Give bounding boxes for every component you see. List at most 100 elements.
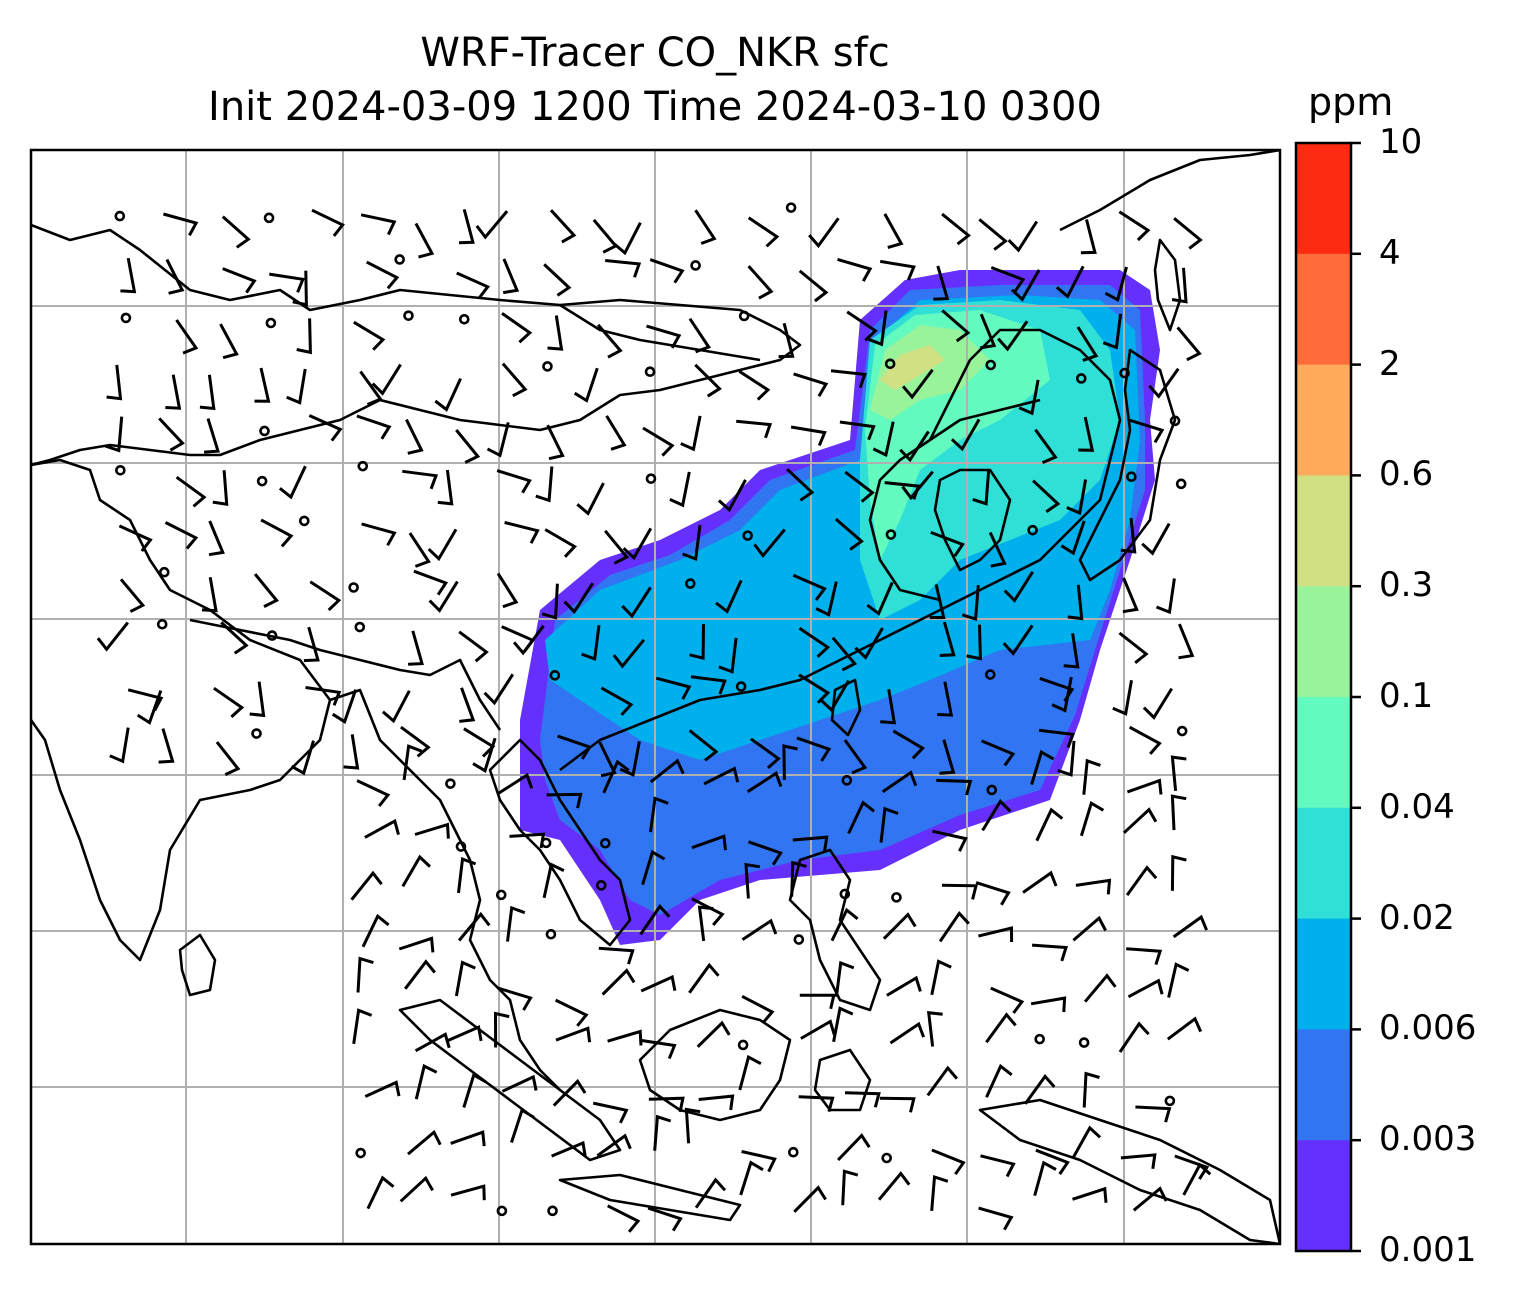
wind-barb: [649, 758, 685, 784]
wind-barb: [688, 729, 719, 762]
wind-barb: [886, 975, 922, 997]
calm-wind-marker: [114, 210, 126, 222]
plume-level-0.3: [880, 345, 945, 390]
wind-barb: [1031, 943, 1068, 962]
calm-wind-marker: [841, 775, 853, 786]
wind-barb: [356, 779, 391, 807]
colorbar-segment: [1296, 918, 1351, 1030]
wind-barb: [694, 363, 722, 398]
wind-barb: [414, 1032, 451, 1053]
wind-barb: [844, 470, 875, 503]
wind-barb: [1003, 570, 1034, 603]
wind-barb: [576, 482, 605, 516]
wind-barb: [979, 313, 997, 350]
wind-barb: [1007, 220, 1039, 253]
wind-barb: [501, 362, 528, 398]
map-title: WRF-Tracer CO_NKR sfc: [420, 30, 890, 76]
wind-barb: [640, 1038, 677, 1060]
wind-barb: [308, 414, 343, 442]
wind-barb: [496, 469, 532, 494]
wind-barb: [641, 849, 666, 886]
wind-barb: [975, 881, 1011, 906]
calm-wind-marker: [251, 728, 262, 739]
wind-barb: [682, 524, 702, 561]
wind-barb: [1141, 522, 1171, 556]
wind-barb: [715, 579, 743, 614]
calm-wind-marker: [1126, 471, 1137, 483]
wind-barb: [669, 471, 691, 508]
wind-barb: [1035, 1148, 1070, 1175]
wind-barb: [1128, 725, 1162, 755]
wind-barb: [501, 1074, 538, 1093]
wind-barb: [353, 320, 386, 351]
wind-barb: [889, 1021, 926, 1045]
map-panel: [31, 150, 1280, 1244]
calm-wind-marker: [545, 928, 557, 940]
wind-barb: [696, 1020, 731, 1048]
wind-barb: [1126, 778, 1163, 795]
wind-barb: [798, 627, 831, 658]
wind-barb: [1171, 267, 1188, 304]
wind-barb: [790, 860, 807, 897]
coast-sri-lanka: [178, 933, 217, 997]
wind-barb: [165, 374, 182, 410]
wind-barb: [937, 681, 954, 717]
wind-barb: [867, 310, 888, 347]
wind-barb: [941, 212, 971, 246]
calm-wind-marker: [984, 669, 996, 680]
wind-barb: [1063, 633, 1080, 669]
wind-barb: [739, 1160, 764, 1196]
calm-wind-marker: [600, 837, 611, 849]
wind-barb: [621, 586, 652, 619]
wind-barb: [649, 796, 669, 833]
wind-barb: [744, 862, 761, 899]
calm-wind-marker: [738, 310, 750, 322]
wind-barb: [694, 209, 717, 245]
wind-barb: [747, 265, 774, 300]
wind-barb: [642, 426, 675, 457]
wind-barb: [622, 527, 653, 561]
map-subtitle: Init 2024-03-09 1200 Time 2024-03-10 030…: [208, 84, 1102, 130]
wind-barb: [613, 222, 642, 256]
wind-barb: [486, 422, 510, 458]
wind-barb: [1127, 978, 1164, 999]
coast-bay-east: [329, 688, 561, 1091]
wind-barb: [1018, 379, 1040, 416]
wind-barb: [292, 270, 308, 307]
wind-barb: [792, 573, 827, 601]
wind-barb: [457, 857, 477, 894]
wind-barb: [854, 627, 884, 660]
wind-barb: [879, 259, 916, 281]
wind-barb: [165, 258, 185, 295]
wind-barb: [1142, 687, 1173, 720]
wind-barb: [1129, 418, 1165, 444]
colorbar-segment: [1296, 253, 1351, 366]
wind-barb: [607, 1029, 643, 1046]
wind-barb: [884, 481, 921, 500]
calm-wind-marker: [881, 1152, 893, 1164]
colorbar-segment: [1296, 807, 1351, 920]
wind-barb: [933, 265, 950, 301]
wind-barb: [483, 673, 515, 706]
wind-barb: [175, 319, 199, 355]
wind-barb: [414, 222, 435, 259]
wind-barb: [213, 686, 245, 719]
calm-wind-marker: [403, 310, 414, 321]
colorbar-segment: [1296, 143, 1351, 255]
wind-barb: [1125, 865, 1158, 896]
wind-barb: [414, 1063, 438, 1100]
coast-java: [558, 1173, 742, 1222]
wind-barb: [1055, 265, 1085, 299]
wind-barb: [356, 414, 392, 440]
calm-wind-marker: [986, 784, 998, 796]
wind-barb: [221, 215, 251, 249]
wind-barb: [741, 994, 775, 1024]
calm-wind-marker: [542, 361, 553, 372]
wind-barb: [793, 1185, 827, 1213]
wind-barb: [1082, 758, 1101, 795]
wind-barb: [985, 1012, 1017, 1044]
wind-barb: [1023, 1073, 1056, 1105]
colorbar-segment: [1296, 475, 1351, 587]
wind-barb: [203, 418, 220, 454]
coast-sakhalin: [1153, 238, 1182, 332]
